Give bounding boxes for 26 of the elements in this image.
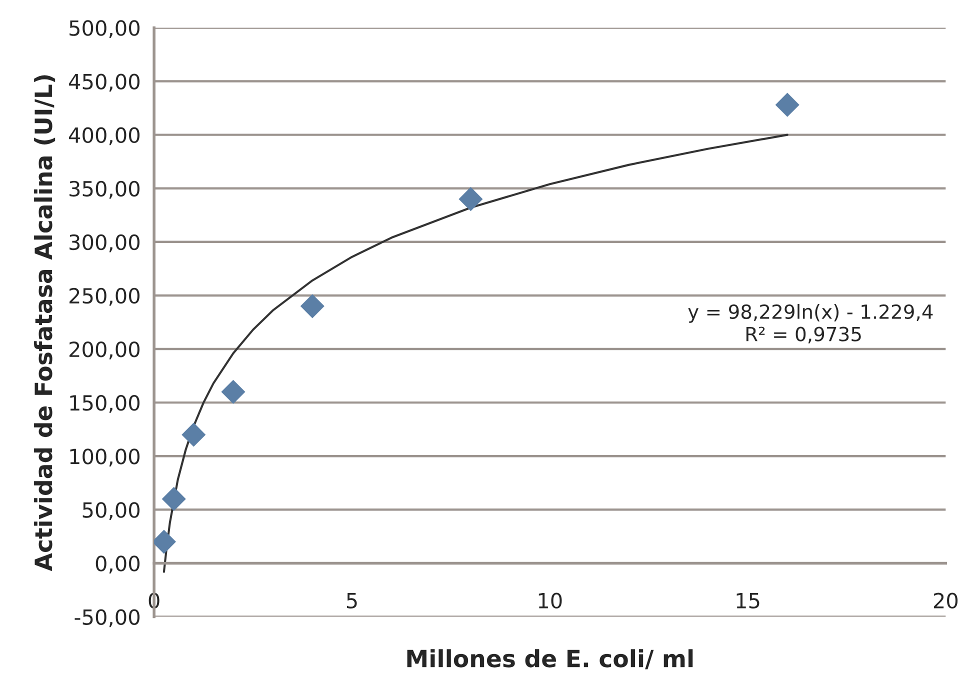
annotation: y = 98,229ln(x) - 1.229,4 [688, 304, 933, 323]
y-tick-label: 150,00 [70, 395, 140, 413]
y-tick-label: 250,00 [70, 288, 140, 306]
point [458, 187, 483, 212]
y-tick-label: 450,00 [69, 74, 140, 92]
point [182, 422, 206, 447]
point [162, 486, 186, 511]
y-tick-label: 300,00 [70, 234, 140, 252]
point [775, 92, 800, 117]
annotation: R² = 0,9735 [746, 326, 861, 344]
x-tick-label: 15 [736, 593, 760, 609]
point [221, 380, 246, 404]
x-axis-title: Millones de E. coli/ ml [407, 649, 693, 670]
y-tick-label: 200,00 [70, 341, 140, 360]
y-axis-title: Actividad de Fosfatasa Alcalina (UI/L) [34, 75, 56, 572]
point [300, 294, 324, 318]
y-tick-label: 100,00 [70, 448, 140, 466]
x-tick-label: 20 [934, 592, 958, 609]
y-tick-label: 350,00 [70, 180, 140, 199]
y-tick-label: 0,00 [96, 556, 140, 574]
y-tick-label: 500,00 [70, 20, 140, 38]
y-tick-label: 50,00 [82, 502, 140, 520]
x-tick-label: 5 [346, 593, 357, 609]
x-tick-label: 10 [538, 592, 562, 609]
y-tick-label: -50,00 [74, 609, 140, 628]
y-tick-label: 400,00 [69, 127, 140, 146]
